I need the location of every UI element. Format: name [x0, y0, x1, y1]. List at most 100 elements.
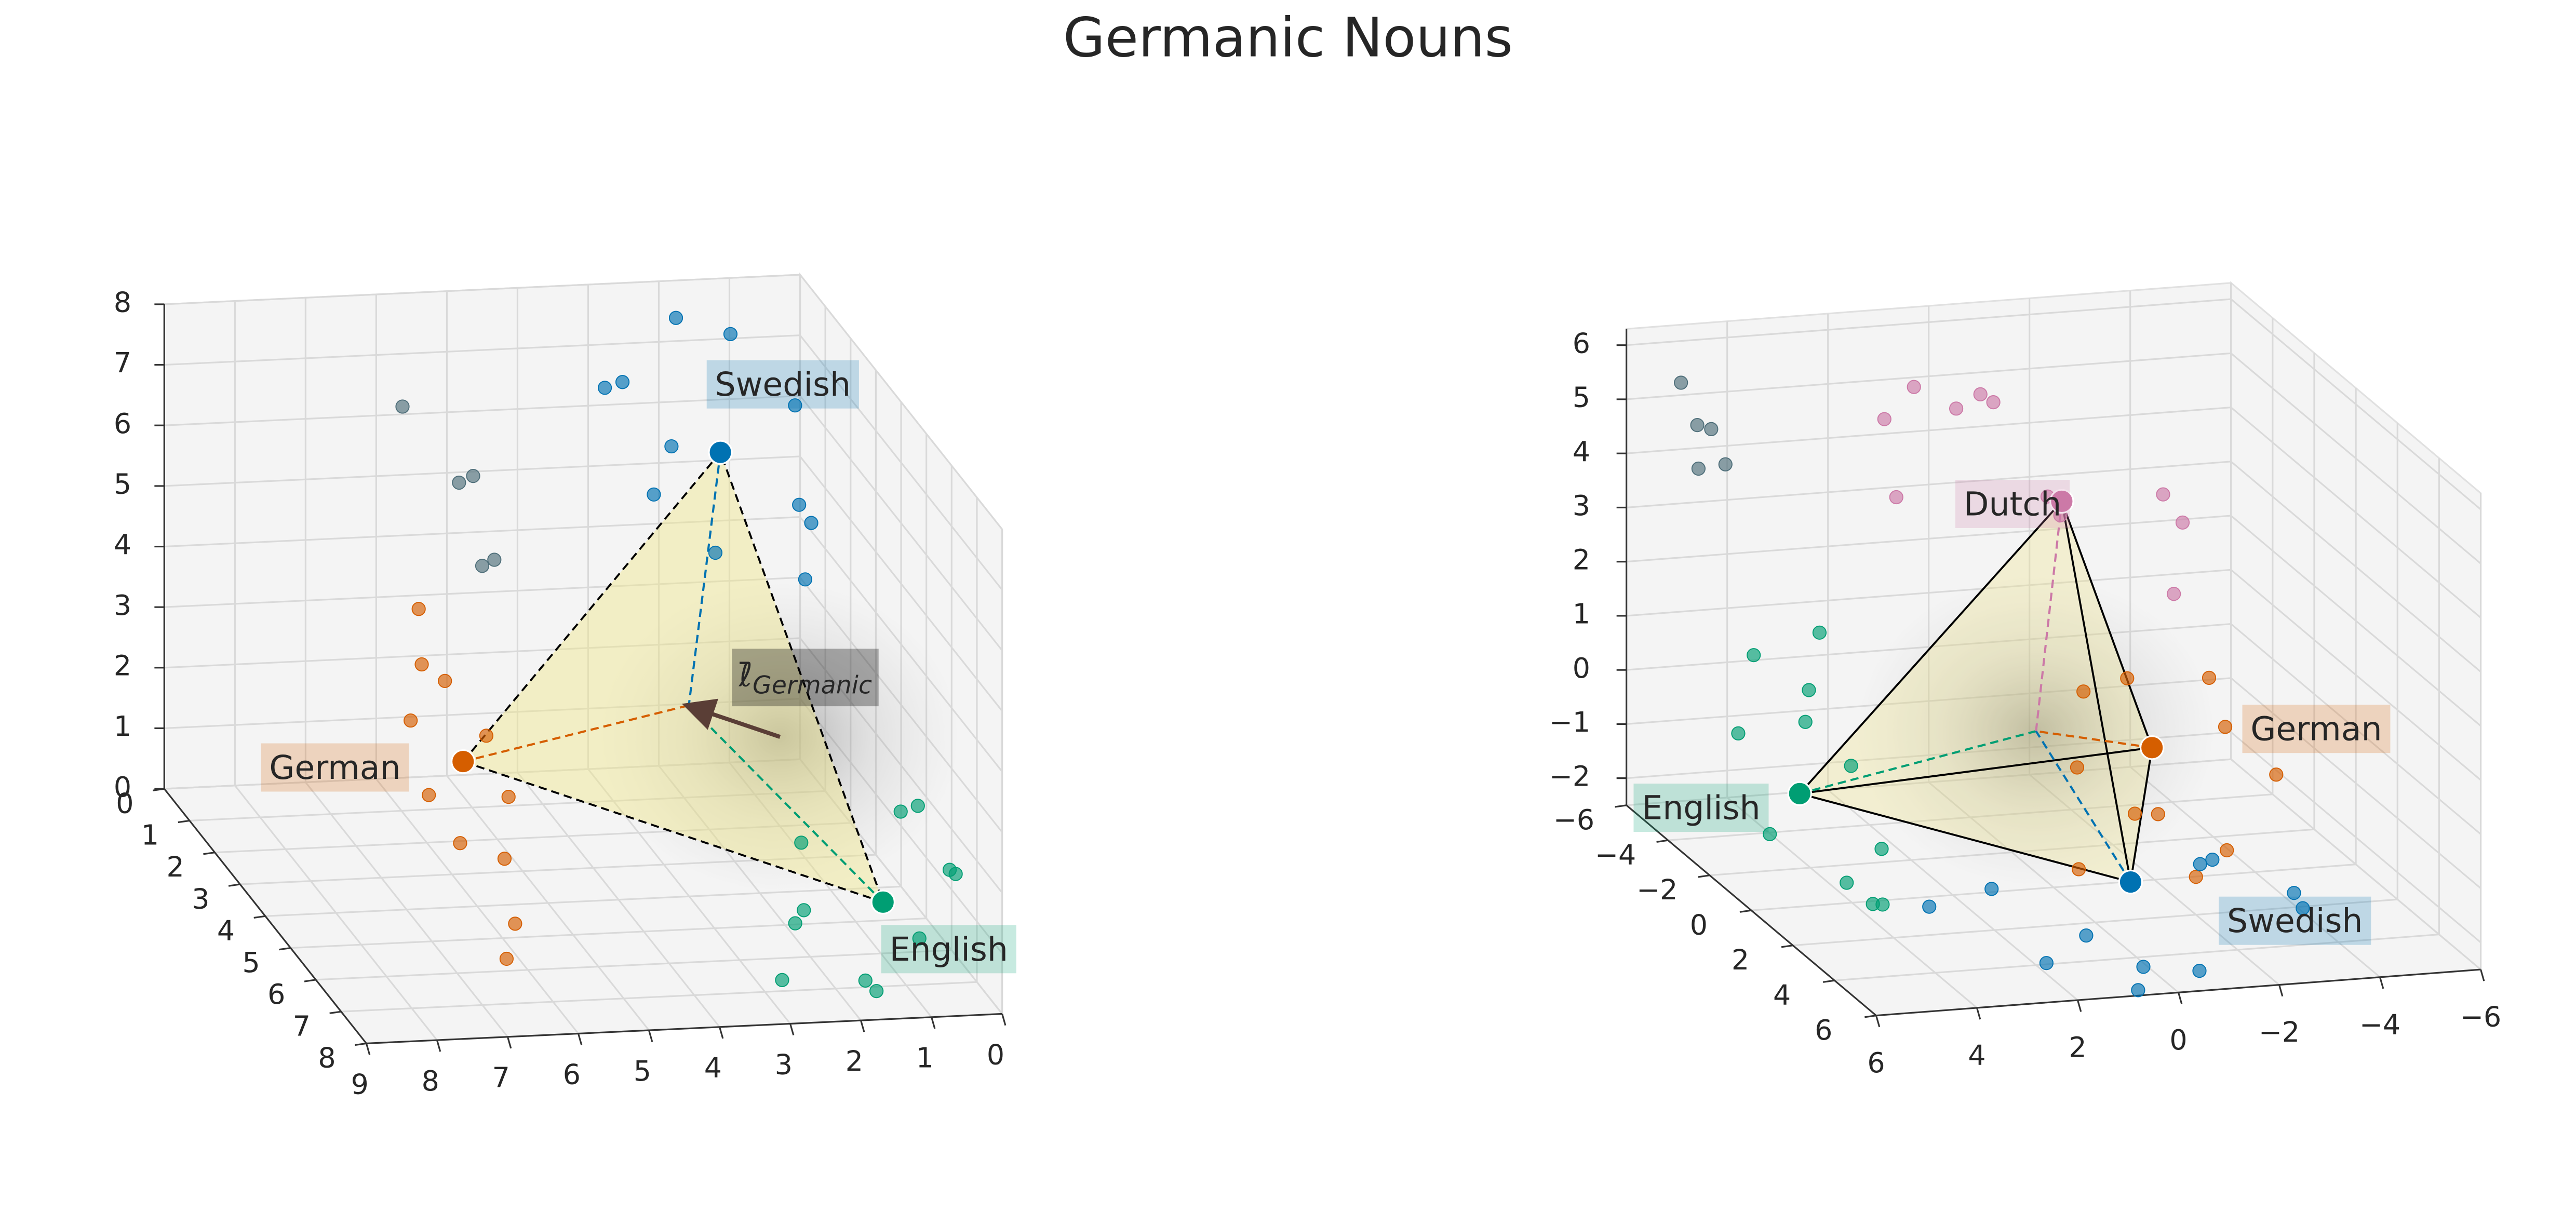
point [1889, 490, 1903, 505]
x-tick-label: 4 [1968, 1039, 1985, 1071]
axis-line [366, 1013, 1002, 1045]
point [2192, 964, 2207, 978]
point [1986, 395, 2001, 410]
simplex-edge [1800, 746, 2152, 795]
simplex-face [1800, 501, 2131, 882]
point [788, 398, 802, 413]
point [2070, 760, 2085, 775]
point [2189, 870, 2203, 884]
y-tick-label: 6 [267, 978, 285, 1010]
point [2202, 670, 2217, 685]
z-tick-label: 5 [114, 468, 131, 501]
point [788, 916, 802, 931]
grid-line [2230, 731, 2481, 944]
point [858, 973, 873, 988]
point [479, 729, 494, 743]
point [414, 657, 429, 672]
tick-mark [1001, 1014, 1007, 1026]
label-box [706, 360, 859, 409]
simplex-face [1800, 747, 2152, 882]
tick-mark [1822, 979, 1835, 983]
point [2079, 928, 2094, 943]
point [1674, 375, 1688, 390]
point [1907, 380, 1921, 394]
point [797, 903, 811, 918]
series-label: English [1633, 784, 1769, 832]
grid-line [164, 274, 800, 305]
point [411, 602, 426, 616]
label-box [881, 925, 1016, 974]
x-tick-label: 7 [492, 1061, 510, 1094]
point [664, 439, 679, 454]
point [1718, 457, 1733, 471]
point [948, 867, 963, 881]
tick-mark [1864, 1015, 1876, 1018]
point [1973, 387, 1988, 401]
point [1844, 759, 1858, 773]
point [1798, 715, 1813, 729]
x-tick-label: −4 [2359, 1008, 2400, 1041]
point [2071, 862, 2086, 877]
grid-line [164, 455, 800, 487]
point [2269, 767, 2284, 782]
tick-mark [2177, 992, 2183, 1004]
series-label: German [261, 743, 409, 792]
x-tick-label: 0 [987, 1038, 1004, 1071]
x-tick-label: 6 [563, 1058, 581, 1090]
series-label: Swedish [706, 360, 859, 409]
tick-mark [1656, 839, 1668, 843]
point [2120, 671, 2135, 685]
label-box [261, 743, 409, 792]
axis-line [164, 788, 367, 1044]
grid-line [164, 516, 800, 548]
point [1840, 875, 1854, 890]
point [1747, 648, 1761, 663]
y-tick-label: 2 [1732, 944, 1749, 976]
y-tick-label: −4 [1595, 839, 1636, 871]
point [2175, 515, 2190, 530]
label-box [1955, 480, 2070, 529]
grid-line [164, 334, 800, 366]
point [2205, 852, 2220, 867]
point [804, 516, 819, 530]
z-tick-label: 6 [1573, 327, 1590, 359]
center-link [2035, 730, 2132, 883]
x-tick-label: 9 [351, 1068, 369, 1100]
z-tick-label: 2 [114, 649, 131, 682]
axis-line [1876, 968, 2481, 1017]
point [404, 713, 418, 728]
point [2287, 886, 2301, 900]
series-label: German [2242, 705, 2391, 753]
point [2131, 983, 2145, 998]
point [2193, 857, 2207, 871]
annotation-subscript: Germanic [753, 671, 872, 699]
grid-line [799, 455, 1003, 712]
y-tick-label: −6 [1553, 803, 1594, 836]
z-tick-label: 1 [114, 710, 131, 743]
centroid [450, 749, 476, 774]
center-link [688, 704, 884, 903]
y-tick-label: 1 [141, 819, 159, 852]
grid-line [1834, 934, 2439, 981]
y-tick-label: 8 [318, 1042, 336, 1074]
simplex-face [1800, 501, 2152, 794]
point [453, 836, 467, 851]
y-tick-label: 0 [116, 787, 133, 819]
point [2151, 807, 2165, 821]
annotation: ℓ̄Germanic [732, 649, 879, 707]
grid-line [2230, 353, 2481, 564]
z-tick-label: 2 [1573, 543, 1590, 576]
grid-line [2230, 677, 2481, 889]
point [798, 572, 812, 587]
grid-line [164, 395, 800, 426]
grid-line [1626, 352, 2231, 400]
point [1704, 422, 1719, 437]
tick-mark [228, 883, 240, 887]
grid-line [2230, 461, 2481, 672]
grid-line [2230, 298, 2481, 510]
x-tick-label: 1 [916, 1042, 934, 1074]
grid-line [799, 395, 1003, 651]
z-tick-label: 3 [1573, 489, 1590, 522]
center-link [688, 452, 722, 706]
tick-mark [1976, 1007, 1981, 1020]
